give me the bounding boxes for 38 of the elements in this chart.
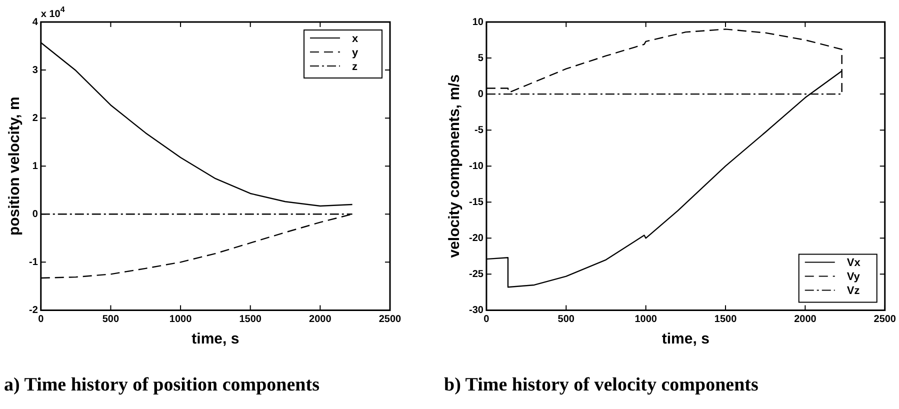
legend-label: Vy: [846, 271, 861, 284]
x-axis-title: time, s: [662, 330, 710, 348]
x-tick-label: 2500: [378, 314, 402, 325]
legend-label: x: [352, 33, 359, 45]
y-tick-label: 0: [478, 88, 484, 100]
y-tick-label: -1: [28, 256, 38, 268]
y-tick-label: -2: [28, 304, 38, 316]
y-tick-label: 4: [32, 16, 38, 28]
x-tick-label: 1000: [169, 314, 192, 325]
legend-label: Vx: [846, 257, 862, 270]
text: b) Time history of velocity components: [444, 374, 758, 396]
y-tick-label: 3: [32, 64, 38, 76]
x-tick-label: 2000: [794, 314, 817, 325]
legend-label: z: [352, 61, 358, 73]
legend-label: Vz: [846, 285, 860, 298]
legend-label: y: [352, 47, 359, 59]
y-axis-title: position velocity, m: [6, 96, 24, 236]
y-tick-label: -20: [469, 232, 484, 244]
y-tick-label: 10: [472, 16, 484, 28]
x-tick-label: 2000: [309, 314, 332, 325]
y-tick-label: 2: [32, 112, 38, 124]
y-tick-label: -30: [469, 304, 484, 316]
x-tick-label: 1000: [634, 314, 658, 325]
y-tick-label: -15: [469, 196, 484, 208]
x-tick-label: 500: [102, 314, 120, 325]
x-axis-title: time, s: [192, 330, 240, 348]
y-tick-label: 1: [32, 160, 38, 172]
y-tick-label: -10: [469, 160, 484, 172]
y-axis-title: velocity components, m/s: [446, 74, 464, 258]
y-tick-label: -5: [474, 124, 484, 136]
x-tick-label: 2500: [874, 314, 896, 325]
x-tick-label: 1500: [714, 314, 738, 325]
text: a) Time history of position components: [4, 374, 320, 396]
x-tick-label: 500: [558, 314, 575, 325]
y-tick-label: -25: [469, 268, 484, 280]
y-tick-label: 5: [478, 52, 484, 64]
y-tick-label: 0: [32, 208, 38, 220]
x-tick-label: 1500: [239, 314, 262, 325]
